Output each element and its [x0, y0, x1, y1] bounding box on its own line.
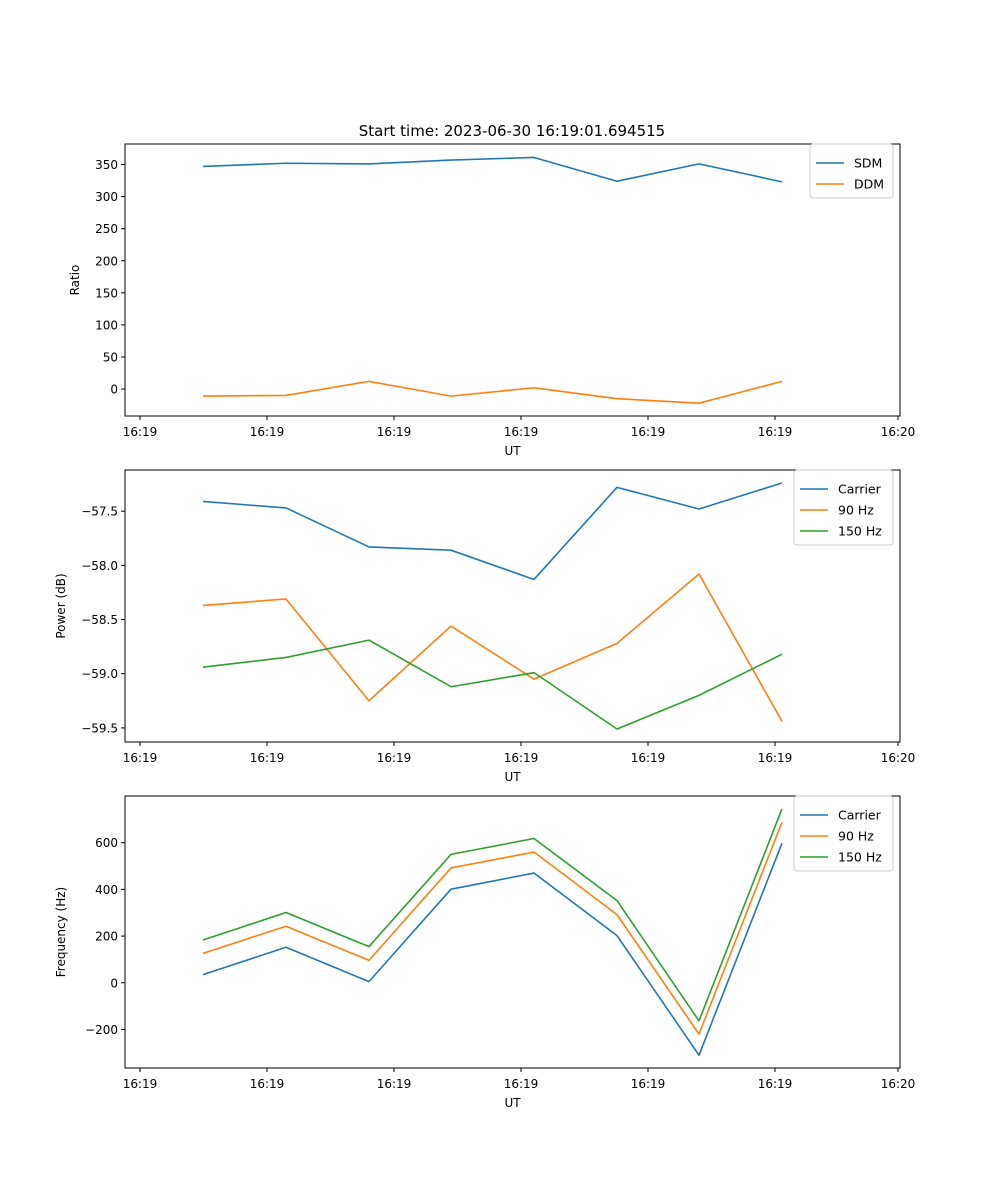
y-tick-label: 300 — [95, 190, 118, 204]
y-tick-label: 600 — [95, 836, 118, 850]
y-tick-label: 250 — [95, 222, 118, 236]
y-tick-label: 400 — [95, 883, 118, 897]
y-tick-label: 0 — [110, 383, 118, 397]
legend-label: Carrier — [838, 482, 882, 497]
plot-frame — [124, 143, 901, 417]
series-line-90-hz — [202, 573, 783, 722]
x-tick-label: 16:19 — [250, 425, 285, 439]
plot-frame — [124, 469, 901, 743]
legend: Carrier 90 Hz 150 Hz — [793, 795, 894, 872]
y-tick-label: 350 — [95, 158, 118, 172]
x-tick-label: 16:19 — [123, 425, 158, 439]
x-tick-label: 16:19 — [631, 425, 666, 439]
y-tick-label: 50 — [103, 350, 118, 364]
legend-label: SDM — [854, 156, 882, 171]
x-tick-label: 16:19 — [504, 425, 539, 439]
y-tick-label: −58.5 — [81, 613, 118, 627]
y-tick-label: −59.5 — [81, 721, 118, 735]
series-line-90-hz — [202, 821, 783, 1035]
y-tick-label: 150 — [95, 286, 118, 300]
series-line-carrier — [202, 482, 783, 581]
legend-label: Carrier — [838, 808, 882, 823]
x-tick-label: 16:19 — [504, 751, 539, 765]
plot-frame — [124, 795, 901, 1069]
x-tick-label: 16:19 — [758, 425, 793, 439]
figure-title: Start time: 2023-06-30 16:19:01.694515 — [359, 122, 665, 140]
y-axis-label: Frequency (Hz) — [54, 887, 68, 978]
legend-label: 90 Hz — [838, 829, 874, 844]
y-tick-label: 100 — [95, 318, 118, 332]
x-tick-label: 16:19 — [631, 751, 666, 765]
x-tick-label: 16:19 — [250, 1077, 285, 1091]
x-tick-label: 16:19 — [631, 1077, 666, 1091]
x-tick-label: 16:19 — [758, 751, 793, 765]
legend: Carrier 90 Hz 150 Hz — [793, 469, 894, 546]
legend-label: 150 Hz — [838, 850, 882, 865]
y-tick-label: −57.5 — [81, 505, 118, 519]
chart-panel-1: 16:19 16:19 16:19 16:19 16:19 16:19 16:20 0 50 10… — [68, 143, 916, 458]
y-tick-label: −59.0 — [81, 667, 118, 681]
legend-label: DDM — [854, 177, 884, 192]
y-tick-label: −58.0 — [81, 559, 118, 573]
chart-panel-3: 16:19 16:19 16:19 16:19 16:19 16:19 16:20 −200 0… — [54, 795, 916, 1110]
x-tick-label: 16:20 — [881, 751, 916, 765]
legend-label: 150 Hz — [838, 524, 882, 539]
x-tick-label: 16:19 — [377, 425, 412, 439]
x-axis-label: UT — [504, 770, 521, 784]
y-axis-label: Power (dB) — [54, 573, 68, 638]
x-axis-label: UT — [504, 444, 521, 458]
series-line-carrier — [202, 842, 783, 1056]
x-tick-label: 16:19 — [504, 1077, 539, 1091]
series-line-150-hz — [202, 639, 783, 730]
x-tick-label: 16:20 — [881, 1077, 916, 1091]
y-tick-label: 0 — [110, 976, 118, 990]
x-tick-label: 16:19 — [250, 751, 285, 765]
series-line-sdm — [202, 156, 783, 183]
x-tick-label: 16:19 — [123, 1077, 158, 1091]
legend-label: 90 Hz — [838, 503, 874, 518]
chart-panel-2: 16:19 16:19 16:19 16:19 16:19 16:19 16:20 −57.5… — [54, 469, 916, 784]
y-tick-label: 200 — [95, 930, 118, 944]
x-tick-label: 16:20 — [881, 425, 916, 439]
y-axis-label: Ratio — [68, 265, 82, 296]
x-axis-label: UT — [504, 1096, 521, 1110]
x-tick-label: 16:19 — [123, 751, 158, 765]
x-tick-label: 16:19 — [377, 751, 412, 765]
x-tick-label: 16:19 — [377, 1077, 412, 1091]
legend: SDM DDM — [809, 143, 894, 199]
x-tick-label: 16:19 — [758, 1077, 793, 1091]
series-line-ddm — [202, 380, 783, 404]
y-tick-label: −200 — [85, 1023, 118, 1037]
y-tick-label: 200 — [95, 254, 118, 268]
series-line-150-hz — [202, 808, 783, 1022]
